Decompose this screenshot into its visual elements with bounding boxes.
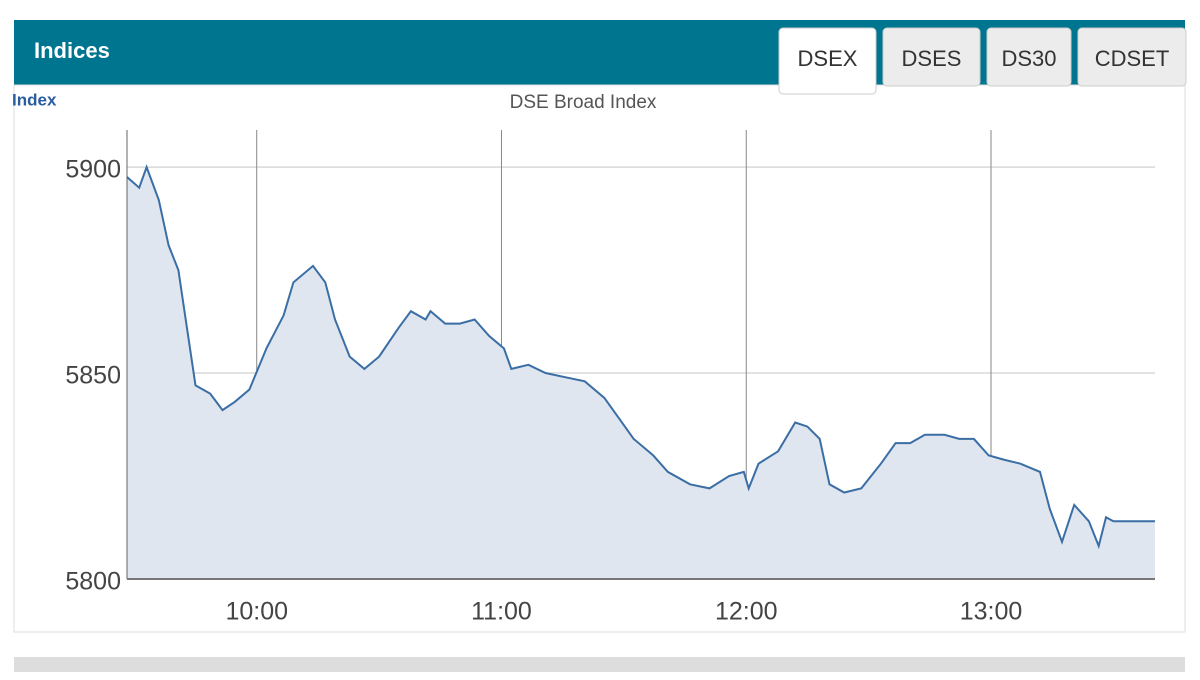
y-axis-label: Index xyxy=(12,90,57,109)
x-tick-label: 12:00 xyxy=(715,598,778,626)
line xyxy=(126,164,1155,550)
x-tick-label: 10:00 xyxy=(225,598,288,626)
y-tick-label: 5850 xyxy=(65,362,121,390)
tab-label[interactable]: DSES xyxy=(902,46,962,71)
tab-bar: DSEX DSES DS30 CDSET xyxy=(778,27,1187,95)
x-tick-label: 13:00 xyxy=(960,598,1023,626)
header-title: Indices xyxy=(34,38,110,63)
y-tick-label: 5900 xyxy=(65,156,121,184)
tab[interactable] xyxy=(986,27,1072,87)
footer-bar xyxy=(14,657,1185,672)
tab-label[interactable]: CDSET xyxy=(1095,46,1170,71)
chart-title: DSE Broad Index xyxy=(510,92,657,113)
tab-label[interactable]: DSEX xyxy=(798,46,858,71)
tab-label[interactable]: DS30 xyxy=(1001,46,1056,71)
tab[interactable] xyxy=(778,27,877,95)
y-tick-label: 5800 xyxy=(65,568,121,596)
area-fill xyxy=(127,167,1155,579)
tab[interactable] xyxy=(882,27,981,87)
x-tick-label: 11:00 xyxy=(471,598,532,626)
tab[interactable] xyxy=(1077,27,1187,87)
